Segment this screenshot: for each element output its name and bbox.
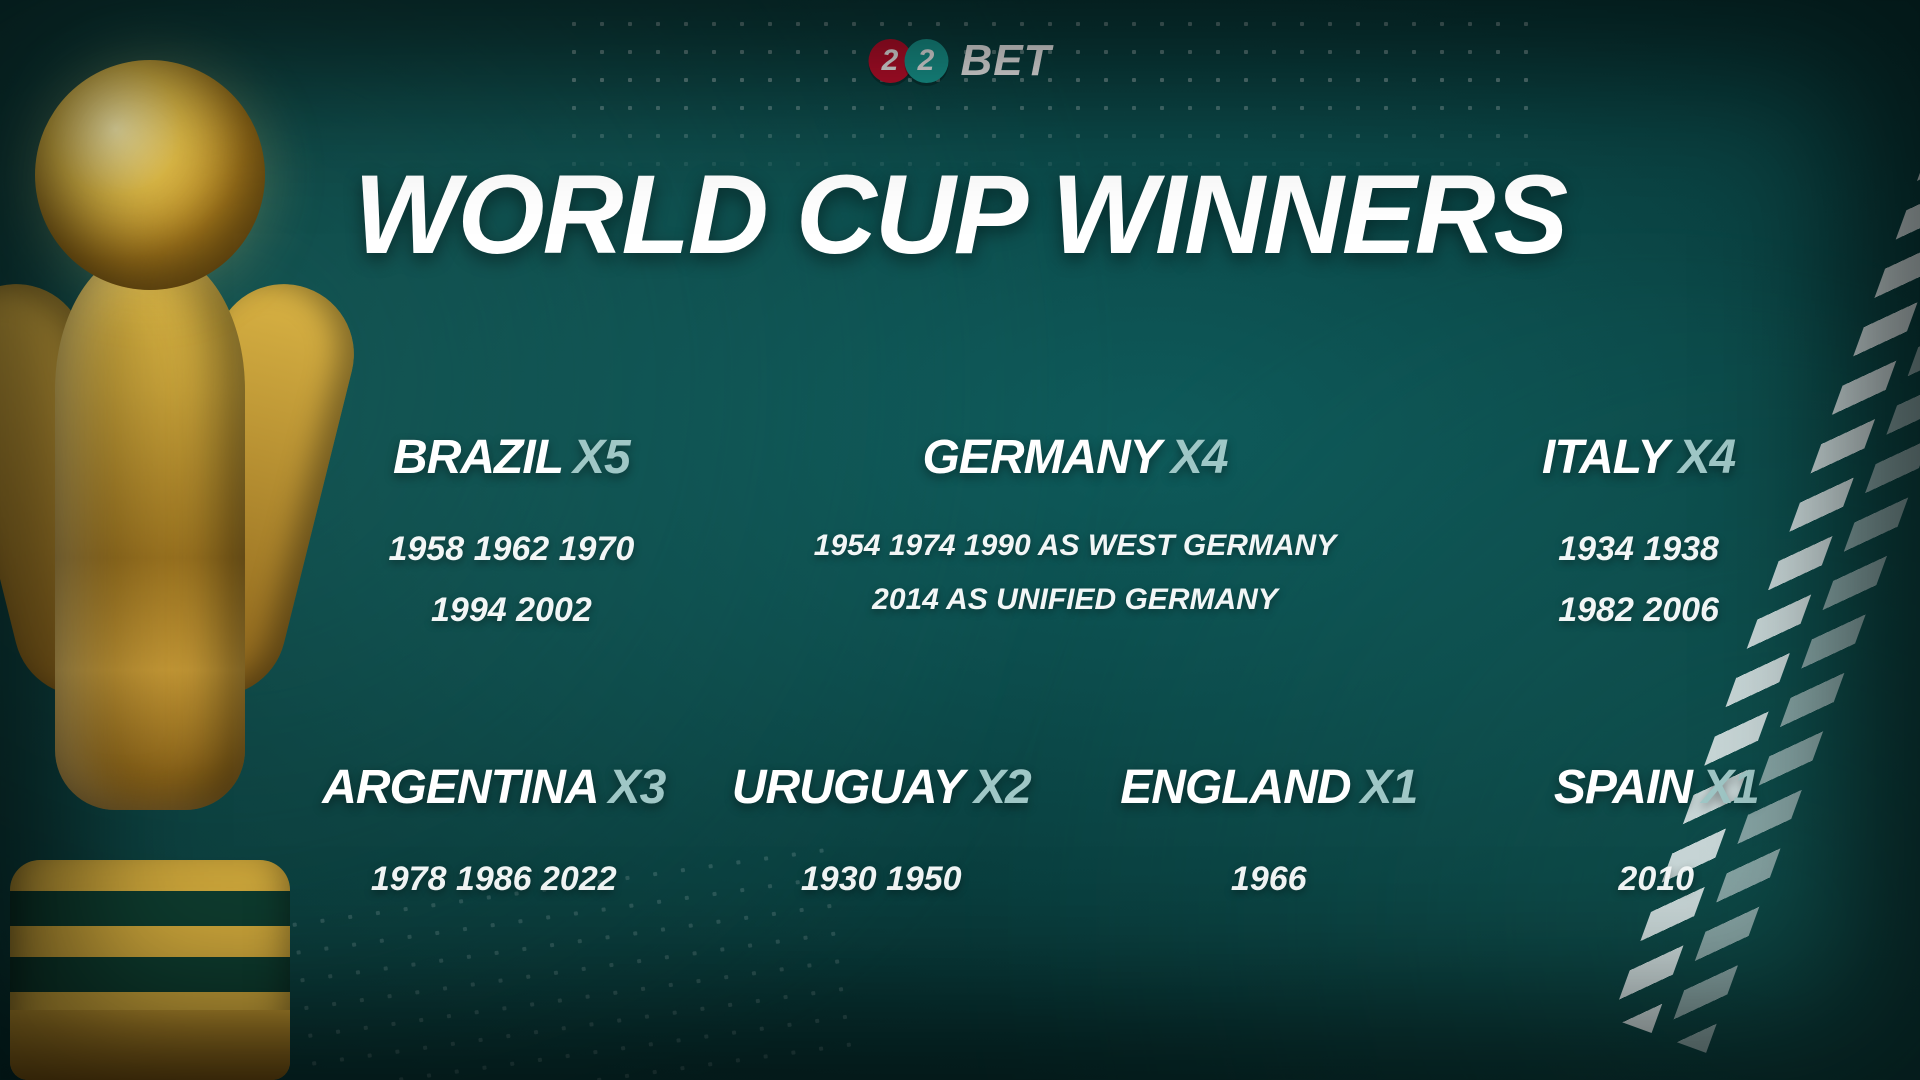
- country-spain: SPAINX1 2010: [1473, 760, 1841, 910]
- country-brazil: BRAZILX5 1958 1962 19701994 2002: [310, 430, 713, 641]
- years-line: 1994 2002: [310, 580, 713, 641]
- win-years: 1966: [1085, 849, 1453, 910]
- country-name: URUGUAYX2: [698, 760, 1066, 815]
- win-count: X3: [609, 761, 666, 814]
- win-years: 1978 1986 2022: [310, 849, 678, 910]
- country-germany: GERMANYX4 1954 1974 1990 AS WEST GERMANY2…: [753, 430, 1397, 627]
- years-line: 2014 AS UNIFIED GERMANY: [753, 573, 1397, 627]
- years-line: 1958 1962 1970: [310, 519, 713, 580]
- country-name: GERMANYX4: [753, 430, 1397, 485]
- country-name-text: BRAZIL: [393, 431, 563, 484]
- countries-row-2: ARGENTINAX3 1978 1986 2022 URUGUAYX2 1930 1…: [310, 760, 1840, 910]
- country-argentina: ARGENTINAX3 1978 1986 2022: [310, 760, 678, 910]
- country-england: ENGLANDX1 1966: [1085, 760, 1453, 910]
- win-years: 1930 1950: [698, 849, 1066, 910]
- page-title: WORLD CUP WINNERS: [354, 150, 1566, 279]
- country-name-text: SPAIN: [1554, 761, 1692, 814]
- years-line: 1966: [1085, 849, 1453, 910]
- country-name-text: GERMANY: [922, 431, 1160, 484]
- world-cup-trophy-image: [0, 20, 330, 1080]
- years-line: 2010: [1473, 849, 1841, 910]
- country-name: ENGLANDX1: [1085, 760, 1453, 815]
- country-name-text: URUGUAY: [732, 761, 964, 814]
- years-line: 1934 1938: [1437, 519, 1840, 580]
- years-line: 1978 1986 2022: [310, 849, 678, 910]
- years-line: 1982 2006: [1437, 580, 1840, 641]
- country-name: BRAZILX5: [310, 430, 713, 485]
- win-count: X1: [1361, 761, 1418, 814]
- country-name-text: ENGLAND: [1120, 761, 1350, 814]
- win-years: 1954 1974 1990 AS WEST GERMANY2014 AS UN…: [753, 519, 1397, 627]
- country-name-text: ITALY: [1542, 431, 1669, 484]
- win-years: 1934 19381982 2006: [1437, 519, 1840, 641]
- country-uruguay: URUGUAYX2 1930 1950: [698, 760, 1066, 910]
- country-name-text: ARGENTINA: [322, 761, 598, 814]
- win-years: 2010: [1473, 849, 1841, 910]
- win-count: X1: [1702, 761, 1759, 814]
- years-line: 1930 1950: [698, 849, 1066, 910]
- logo-two-teal: 2: [905, 39, 949, 83]
- countries-row-1: BRAZILX51958 1962 19701994 2002GERMANYX4…: [310, 430, 1840, 641]
- country-name: SPAINX1: [1473, 760, 1841, 815]
- win-count: X2: [974, 761, 1031, 814]
- win-count: X4: [1679, 431, 1736, 484]
- logo-bet: BET: [961, 36, 1052, 86]
- win-years: 1958 1962 19701994 2002: [310, 519, 713, 641]
- win-count: X4: [1171, 431, 1228, 484]
- years-line: 1954 1974 1990 AS WEST GERMANY: [753, 519, 1397, 573]
- win-count: X5: [573, 431, 630, 484]
- country-italy: ITALYX4 1934 19381982 2006: [1437, 430, 1840, 641]
- country-name: ITALYX4: [1437, 430, 1840, 485]
- brand-logo: 2 2 BET: [869, 36, 1052, 86]
- country-name: ARGENTINAX3: [310, 760, 678, 815]
